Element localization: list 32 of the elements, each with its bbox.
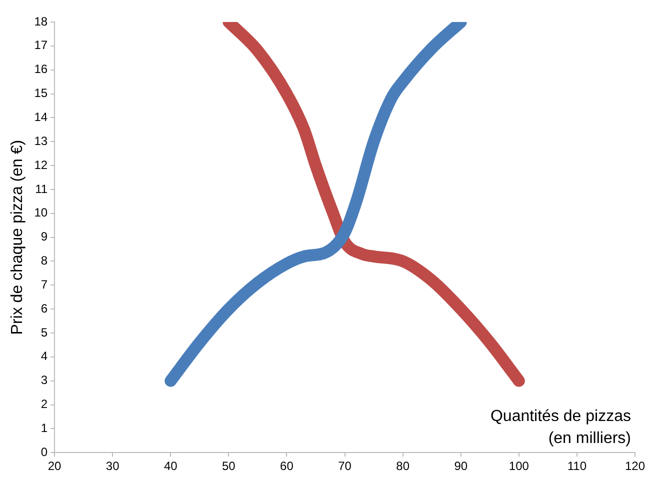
y-tick-label: 18 — [34, 14, 48, 28]
y-tick-label: 6 — [40, 301, 48, 316]
x-tick-label: 60 — [280, 459, 294, 474]
y-tick-label: 2 — [40, 397, 48, 412]
y-tick-label: 10 — [34, 206, 48, 220]
x-axis-title: Quantités de pizzas (en milliers) — [490, 408, 631, 448]
y-axis-title: Prix de chaque pizza (en €) — [9, 140, 26, 335]
y-tick-label: 11 — [35, 182, 48, 196]
y-tick-label: 12 — [34, 158, 48, 172]
y-tick-label: 8 — [40, 254, 48, 268]
x-tick-label: 40 — [164, 459, 178, 474]
y-tick-label: 3 — [40, 373, 48, 388]
y-tick-label: 14 — [34, 110, 48, 124]
x-tick-label: 30 — [106, 459, 120, 474]
x-tick-label: 20 — [48, 459, 62, 474]
y-tick-label: 5 — [40, 325, 48, 340]
y-tick-label: 9 — [40, 230, 48, 244]
x-tick-label: 120 — [624, 459, 646, 474]
x-tick-label: 110 — [567, 459, 587, 474]
y-tick-label: 17 — [34, 38, 48, 52]
x-tick-label: 100 — [508, 459, 530, 474]
x-tick-label: 80 — [396, 459, 410, 474]
x-tick-label: 90 — [454, 459, 468, 474]
x-tick-label: 50 — [222, 459, 236, 474]
y-tick-label: 7 — [40, 277, 48, 292]
y-tick-label: 16 — [34, 62, 48, 76]
y-tick-label: 13 — [34, 134, 48, 148]
x-tick-label: 70 — [338, 459, 352, 474]
y-tick-label: 0 — [40, 444, 48, 459]
y-tick-label: 1 — [40, 420, 48, 435]
y-tick-label: 4 — [40, 349, 48, 364]
y-tick-label: 15 — [34, 86, 48, 100]
